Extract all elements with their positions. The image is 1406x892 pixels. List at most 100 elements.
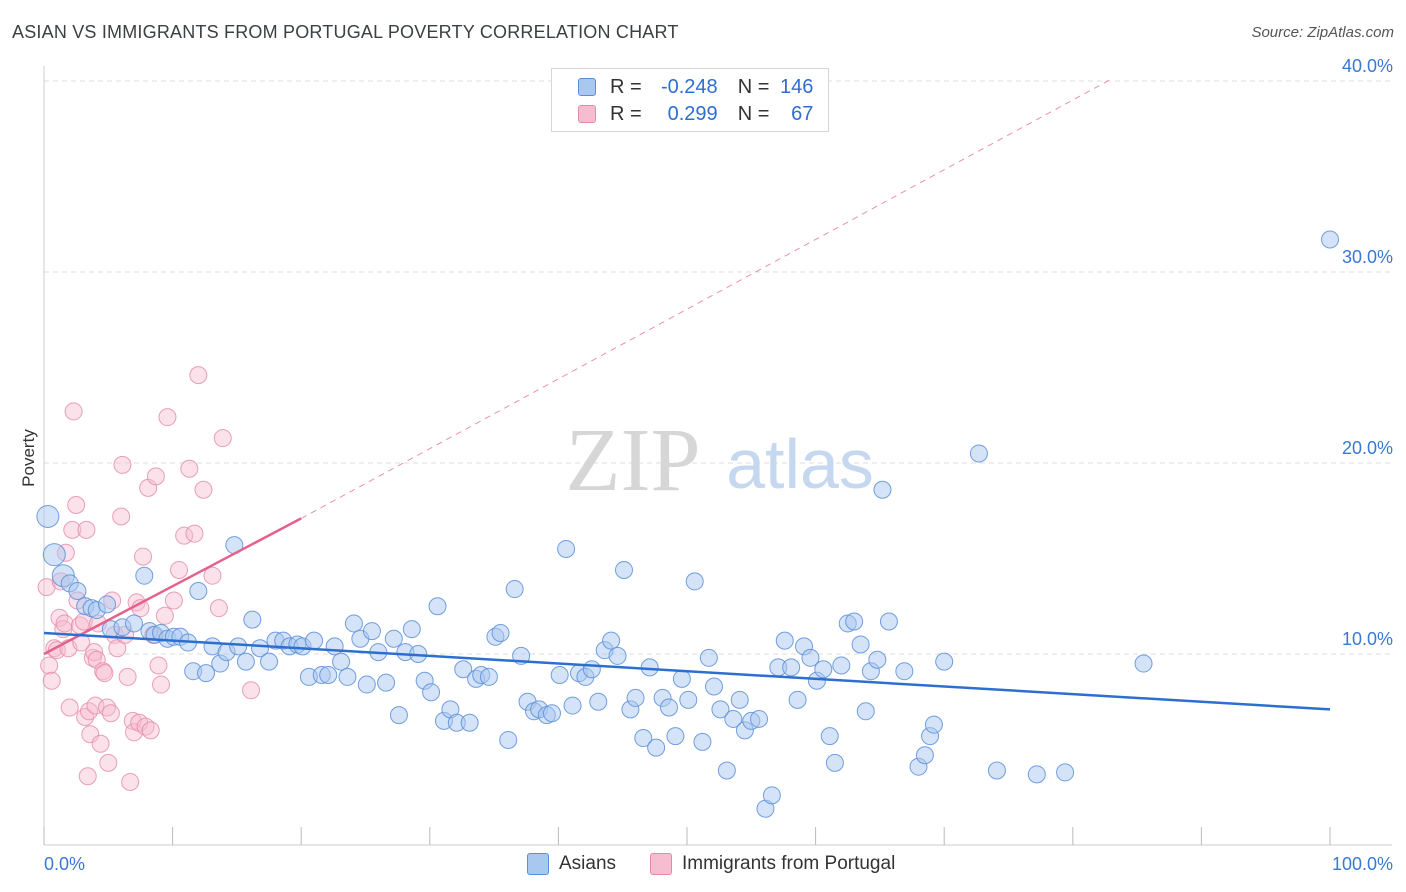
portugal-point xyxy=(91,734,110,753)
bottom-portugal-label: Immigrants from Portugal xyxy=(682,853,896,874)
portugal-point xyxy=(141,721,160,740)
asian-point xyxy=(634,729,653,748)
bottom-legend-asians: Asians xyxy=(527,851,616,877)
portugal-point xyxy=(146,467,165,486)
legend-row-asians: R = -0.248 N = 146 xyxy=(578,74,813,100)
asian-point xyxy=(479,667,498,686)
portugal-point xyxy=(55,614,74,633)
asian-point xyxy=(608,646,627,665)
asian-point xyxy=(705,677,724,696)
portugal-point xyxy=(63,520,82,539)
asian-point xyxy=(693,732,712,751)
portugal-point xyxy=(118,667,137,686)
asian-point xyxy=(672,669,691,688)
asian-point xyxy=(357,675,376,694)
asian-point xyxy=(229,637,248,656)
portugal-point xyxy=(213,429,232,448)
y-tick-label: 30.0% xyxy=(1342,247,1393,267)
chart-title: ASIAN VS IMMIGRANTS FROM PORTUGAL POVERT… xyxy=(12,22,679,42)
y-axis-label: Poverty xyxy=(19,429,38,487)
portugal-point xyxy=(242,681,261,700)
asian-point xyxy=(717,761,736,780)
asian-point xyxy=(422,683,441,702)
asian-point xyxy=(319,666,338,685)
bottom-legend-portugal: Immigrants from Portugal xyxy=(650,851,895,877)
asian-point xyxy=(730,690,749,709)
asian-point xyxy=(344,614,363,633)
asian-point xyxy=(460,713,479,732)
portugal-point xyxy=(158,408,177,427)
asian-point xyxy=(801,648,820,667)
stats-legend: R = -0.248 N = 146 R = 0.299 N = 67 xyxy=(551,68,829,132)
portugal-point xyxy=(134,547,153,566)
asian-point xyxy=(1134,654,1153,673)
asian-point xyxy=(243,610,262,629)
axis-labels: 10.0% 20.0% 30.0% 40.0% 0.0% 100.0% Poverty xyxy=(19,56,1393,874)
portugal-point xyxy=(189,366,208,385)
source-label: Source: ZipAtlas.com xyxy=(1251,24,1394,41)
bottom-asian-swatch xyxy=(527,853,549,875)
portugal-point xyxy=(170,560,189,579)
asian-point xyxy=(563,696,582,715)
asian-point xyxy=(666,727,685,746)
portugal-point xyxy=(203,566,222,585)
asian-point xyxy=(879,612,898,631)
asian-point xyxy=(377,673,396,692)
portugal-point xyxy=(64,402,83,421)
asian-point xyxy=(36,504,60,528)
portugal-point xyxy=(86,696,105,715)
asian-trend-line xyxy=(43,631,1331,711)
portugal-point xyxy=(99,753,118,772)
asian-point xyxy=(362,622,381,641)
y-tick-label: 20.0% xyxy=(1342,438,1393,458)
portugal-point xyxy=(155,606,174,625)
portugal-point xyxy=(112,507,131,526)
gridlines xyxy=(44,80,1392,655)
bottom-asian-label: Asians xyxy=(559,853,617,874)
portugal-point xyxy=(152,675,171,694)
asian-point xyxy=(189,581,208,600)
asian-point xyxy=(505,580,524,599)
asian-point xyxy=(679,690,698,709)
asian-point xyxy=(305,631,324,650)
portugal-r-label: R = xyxy=(610,102,642,125)
asian-points xyxy=(36,230,1339,818)
portugal-point xyxy=(50,608,69,627)
asian-point xyxy=(924,715,943,734)
asian-point xyxy=(557,539,576,558)
asian-r-label: R = xyxy=(610,75,642,98)
asian-point xyxy=(589,692,608,711)
watermark: ZIP atlas xyxy=(566,411,874,510)
x-tick-label-max: 100.0% xyxy=(1332,854,1393,874)
portugal-point xyxy=(185,524,204,543)
portugal-point xyxy=(60,698,79,717)
portugal-point xyxy=(87,650,106,669)
asian-point xyxy=(845,612,864,631)
asian-point xyxy=(856,702,875,721)
asian-point xyxy=(832,656,851,675)
asian-point xyxy=(750,709,769,728)
asian-point xyxy=(582,660,601,679)
asian-point xyxy=(125,614,144,633)
asian-point xyxy=(454,660,473,679)
asian-point xyxy=(491,623,510,642)
portugal-trend-extension xyxy=(300,78,1112,519)
asian-point xyxy=(969,444,988,463)
portugal-point xyxy=(209,599,228,618)
asian-point xyxy=(542,704,561,723)
asian-point xyxy=(325,637,344,656)
portugal-point xyxy=(194,480,213,499)
portugal-point xyxy=(108,639,127,658)
asian-point xyxy=(762,786,781,805)
asian-point xyxy=(260,652,279,671)
portugal-trend-line xyxy=(43,517,302,656)
asian-point xyxy=(820,727,839,746)
portugal-point xyxy=(121,772,140,791)
x-tick-label-min: 0.0% xyxy=(44,854,85,874)
asian-point xyxy=(68,581,87,600)
asian-point xyxy=(814,660,833,679)
portugal-n-value: 67 xyxy=(791,102,814,125)
portugal-point xyxy=(95,664,114,683)
asian-point xyxy=(428,597,447,616)
